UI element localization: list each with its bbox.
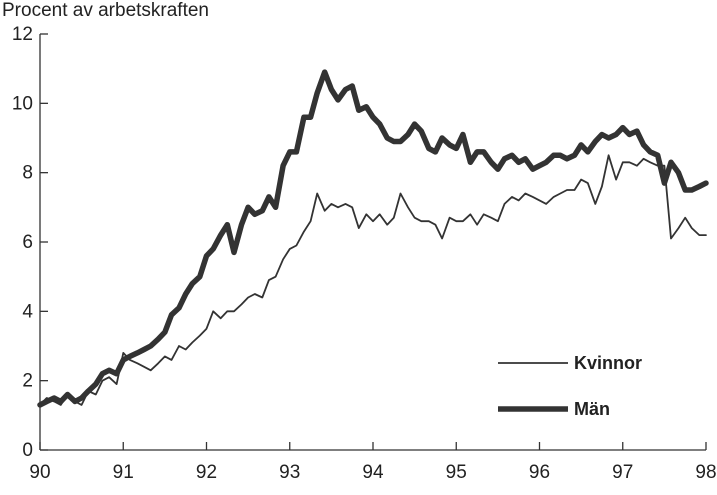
x-tick-label: 90: [29, 462, 50, 483]
y-tick-label: 0: [22, 440, 33, 461]
x-tick-label: 95: [446, 462, 467, 483]
series-line-kvinnor: [39, 154, 707, 406]
y-tick-label: 4: [22, 301, 33, 322]
y-tick-label: 2: [22, 371, 33, 392]
series-line-man: [37, 69, 709, 408]
y-tick-label: 8: [22, 163, 33, 184]
x-tick-label: 91: [113, 462, 134, 483]
y-tick-label: 12: [12, 24, 33, 45]
x-tick-label: 98: [695, 462, 716, 483]
y-tick-label: 6: [22, 232, 33, 253]
x-tick-label: 93: [279, 462, 300, 483]
legend-label: Män: [574, 399, 610, 419]
x-tick-label: 97: [612, 462, 633, 483]
y-axis-title: Procent av arbetskraften: [2, 0, 209, 21]
x-tick-label: 96: [529, 462, 550, 483]
legend-label: Kvinnor: [574, 353, 642, 373]
y-tick-label: 10: [12, 93, 33, 114]
x-tick-label: 94: [362, 462, 384, 483]
x-tick-label: 92: [196, 462, 217, 483]
